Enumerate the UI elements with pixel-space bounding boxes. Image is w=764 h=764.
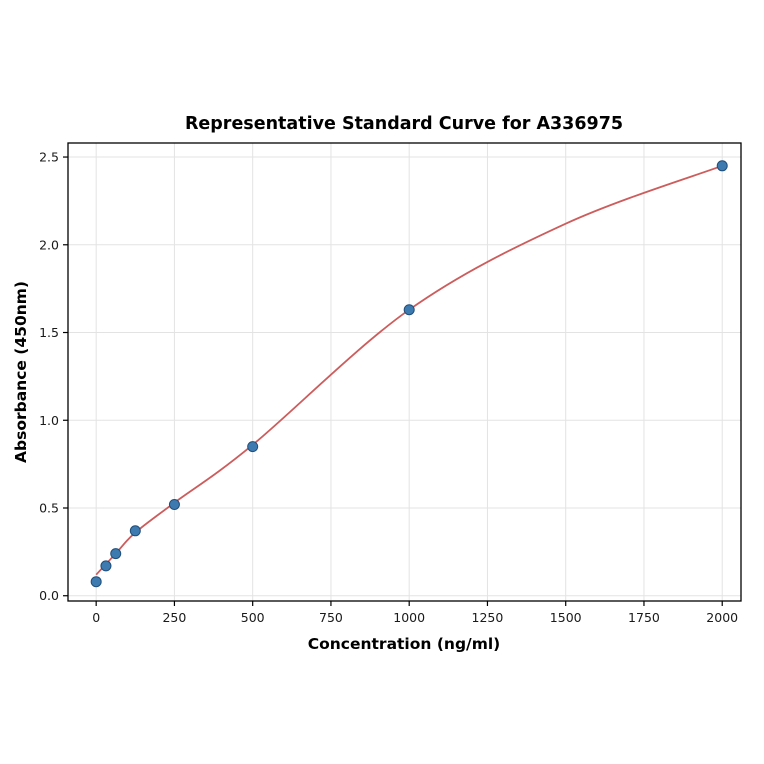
y-tick-label: 1.0 [39, 413, 59, 428]
data-point [168, 498, 180, 510]
chart-title: Representative Standard Curve for A33697… [185, 114, 623, 134]
y-tick-label: 2.5 [39, 150, 59, 165]
x-tick-label: 500 [241, 610, 265, 625]
data-point [110, 548, 122, 560]
x-axis-label: Concentration (ng/ml) [308, 635, 501, 653]
x-tick-label: 0 [92, 610, 100, 625]
y-tick-label: 2.0 [39, 237, 59, 252]
x-tick-label: 250 [162, 610, 186, 625]
data-point [129, 525, 141, 537]
y-tick-label: 0.5 [39, 500, 59, 515]
data-point [403, 304, 415, 316]
data-point [247, 441, 259, 453]
fit-curve [95, 164, 723, 576]
data-point [716, 160, 728, 172]
x-tick-label: 2000 [706, 610, 738, 625]
y-tick-label: 0.0 [39, 588, 59, 603]
x-tick-label: 1500 [550, 610, 582, 625]
plot-frame [67, 142, 742, 602]
data-point [100, 560, 112, 572]
x-tick-label: 1250 [472, 610, 504, 625]
x-tick-label: 750 [319, 610, 343, 625]
data-point [90, 576, 102, 588]
x-tick-label: 1750 [628, 610, 660, 625]
y-tick-label: 1.5 [39, 325, 59, 340]
x-tick-label: 1000 [393, 610, 425, 625]
y-axis-label: Absorbance (450nm) [12, 281, 30, 463]
plot-area: 0 250 500 750 1000 1250 1500 1750 2000 0.0 0.5 1.0 1… [39, 142, 742, 625]
